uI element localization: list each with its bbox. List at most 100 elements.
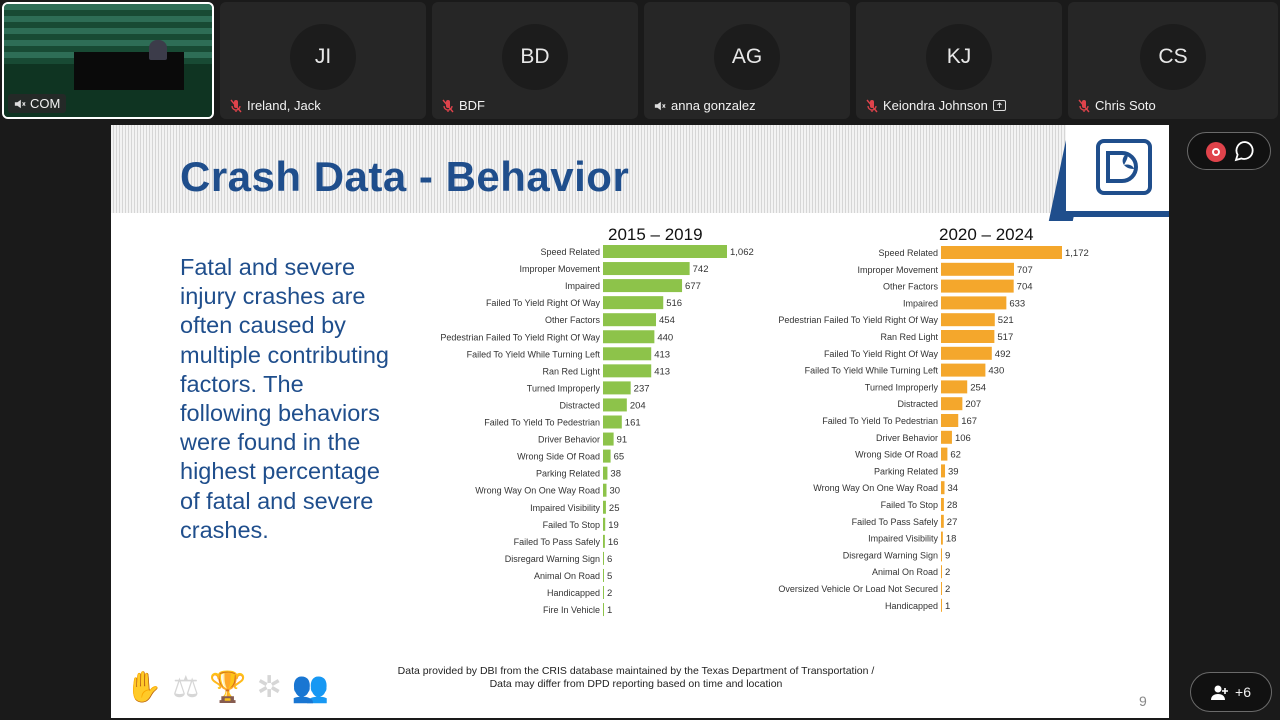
chart2-value-label: 704 bbox=[1017, 282, 1033, 293]
participant-tile[interactable]: KJ Keiondra Johnson bbox=[856, 2, 1062, 119]
intro-text: Fatal and severe injury crashes are ofte… bbox=[180, 254, 389, 543]
chart1-bar bbox=[603, 313, 657, 327]
chart2-bar bbox=[941, 582, 942, 595]
chart2-bar bbox=[941, 363, 986, 377]
chart1-category-label: Animal On Road bbox=[534, 571, 600, 581]
chart1-category-label: Impaired bbox=[565, 281, 600, 291]
trophy-icon: 🏆 bbox=[209, 671, 247, 704]
chart2-bar bbox=[941, 262, 1014, 276]
chart2-value-label: 34 bbox=[948, 483, 959, 494]
chart1-value-label: 19 bbox=[608, 520, 619, 531]
chart2-category-label: Other Factors bbox=[883, 282, 939, 292]
chart1-category-label: Handicapped bbox=[547, 588, 600, 598]
chart2-bar bbox=[941, 313, 995, 327]
chat-icon[interactable] bbox=[1234, 140, 1256, 162]
chart1-bar bbox=[603, 398, 627, 412]
chart1-category-label: Failed To Stop bbox=[543, 520, 600, 530]
chart2-category-label: Failed To Yield While Turning Left bbox=[805, 366, 939, 376]
recording-icon[interactable] bbox=[1206, 142, 1226, 162]
chart2-bar bbox=[941, 296, 1007, 310]
avatar: AG bbox=[714, 24, 780, 90]
chart1-value-label: 742 bbox=[693, 264, 709, 275]
chart1-value-label: 237 bbox=[634, 383, 650, 394]
avatar: JI bbox=[290, 24, 356, 90]
slide-title: Crash Data - Behavior bbox=[180, 153, 630, 200]
mic-muted-icon bbox=[866, 99, 878, 112]
chart2-bar bbox=[941, 548, 942, 562]
speaker-off-icon bbox=[654, 101, 666, 110]
chart1-value-label: 516 bbox=[666, 298, 682, 309]
data-source-note: Data provided by DBI from the CRIS datab… bbox=[381, 665, 891, 691]
chart1-bar bbox=[603, 432, 614, 446]
screen-share-icon bbox=[992, 100, 1006, 111]
chart1-value-label: 2 bbox=[607, 588, 612, 599]
participants-more-count: +6 bbox=[1235, 684, 1251, 700]
badge-icon: ✲ bbox=[256, 671, 282, 704]
chart2-category-label: Driver Behavior bbox=[876, 433, 938, 443]
participant-name: BDF bbox=[459, 98, 485, 113]
speaker-off-icon bbox=[14, 99, 26, 108]
chart2-value-label: 18 bbox=[946, 534, 957, 545]
chart2-value-label: 207 bbox=[965, 399, 981, 410]
chart-title-2020-2024: 2020 – 2024 bbox=[939, 225, 1034, 244]
chart2-category-label: Pedestrian Failed To Yield Right Of Way bbox=[778, 315, 938, 325]
chart1-bar bbox=[603, 279, 683, 293]
chart1-category-label: Turned Improperly bbox=[527, 383, 601, 393]
scales-icon: ⚖ bbox=[172, 671, 200, 704]
chart1-category-label: Disregard Warning Sign bbox=[505, 554, 600, 564]
city-logo-icon bbox=[1096, 139, 1152, 195]
chart2-category-label: Failed To Stop bbox=[881, 500, 938, 510]
chart1-category-label: Fire In Vehicle bbox=[543, 605, 600, 615]
chart1-category-label: Improper Movement bbox=[519, 264, 600, 274]
chart1-value-label: 91 bbox=[617, 435, 628, 446]
chart2-bar bbox=[941, 279, 1014, 293]
data-disclaimer-line: Data may differ from DPD reporting based… bbox=[489, 678, 783, 690]
logo-accent-bar bbox=[1066, 211, 1169, 217]
handshake-icon: ✋ bbox=[125, 671, 163, 704]
chart1-category-label: Wrong Way On One Way Road bbox=[475, 486, 600, 496]
chart1-category-label: Driver Behavior bbox=[538, 435, 600, 445]
chart1-bar bbox=[603, 262, 690, 276]
chart2-value-label: 39 bbox=[948, 466, 959, 477]
chart-title-2015-2019: 2015 – 2019 bbox=[608, 225, 703, 244]
chart1-bar bbox=[603, 603, 604, 617]
participants-overflow-button[interactable]: +6 bbox=[1190, 672, 1272, 712]
participant-name: Keiondra Johnson bbox=[883, 98, 988, 113]
chart2-bar bbox=[941, 447, 948, 461]
recording-chat-control[interactable] bbox=[1187, 132, 1271, 170]
video-tile-com[interactable]: COM bbox=[2, 2, 214, 119]
chart2-value-label: 517 bbox=[997, 332, 1013, 343]
chart2-bar bbox=[941, 430, 952, 444]
people-icon: 👥 bbox=[291, 671, 330, 704]
chart2-category-label: Wrong Way On One Way Road bbox=[813, 483, 938, 493]
chart2-category-label: Impaired bbox=[903, 298, 938, 308]
participant-name-tag: Keiondra Johnson bbox=[866, 98, 1006, 113]
chart2-value-label: 62 bbox=[950, 450, 961, 461]
chart2-category-label: Handicapped bbox=[885, 601, 938, 611]
chart2-category-label: Disregard Warning Sign bbox=[843, 550, 938, 560]
chart1-category-label: Wrong Side Of Road bbox=[517, 452, 600, 462]
chart2-category-label: Oversized Vehicle Or Load Not Secured bbox=[778, 584, 938, 594]
mic-muted-icon bbox=[230, 99, 242, 112]
chart2-value-label: 521 bbox=[998, 315, 1014, 326]
chart1-category-label: Distracted bbox=[559, 400, 600, 410]
chart2-value-label: 27 bbox=[947, 517, 958, 528]
chart2-category-label: Ran Red Light bbox=[880, 332, 938, 342]
chart1-value-label: 413 bbox=[654, 349, 670, 360]
chart2-value-label: 1 bbox=[945, 601, 950, 612]
chart2-category-label: Wrong Side Of Road bbox=[855, 450, 938, 460]
chart1-value-label: 1 bbox=[607, 605, 612, 616]
video-person bbox=[149, 40, 167, 60]
participant-tile[interactable]: JI Ireland, Jack bbox=[220, 2, 426, 119]
participant-tile[interactable]: CS Chris Soto bbox=[1068, 2, 1278, 119]
chart2-category-label: Failed To Pass Safely bbox=[852, 517, 939, 527]
avatar: BD bbox=[502, 24, 568, 90]
chart2-category-label: Distracted bbox=[897, 399, 938, 409]
participant-tile[interactable]: BD BDF bbox=[432, 2, 638, 119]
chart2-bar bbox=[941, 397, 963, 411]
chart1-bar bbox=[603, 534, 605, 548]
chart1-bar bbox=[603, 415, 622, 429]
avatar: KJ bbox=[926, 24, 992, 90]
chart1-value-label: 440 bbox=[657, 332, 673, 343]
participant-tile[interactable]: AG anna gonzalez bbox=[644, 2, 850, 119]
